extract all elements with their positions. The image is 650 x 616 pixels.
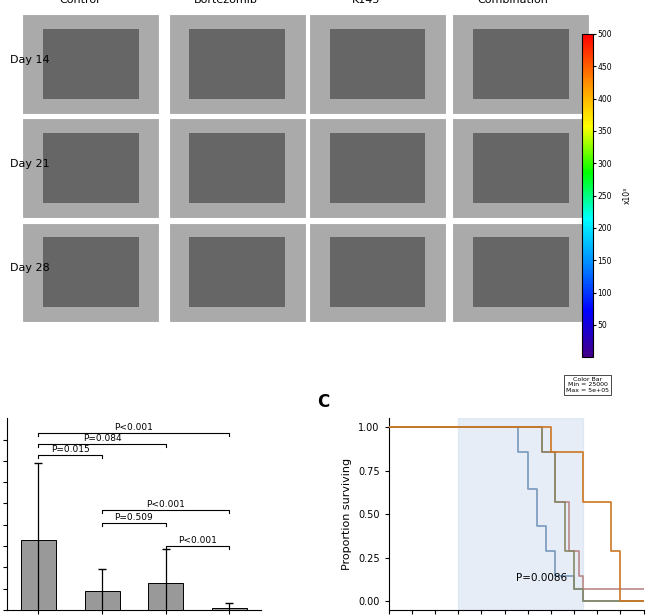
Bar [190,29,285,99]
Text: P=0.509: P=0.509 [114,513,153,522]
Bar [169,118,306,218]
Bar [22,14,159,113]
Text: P=0.0086: P=0.0086 [516,573,567,583]
Bar [452,118,590,218]
Text: P<0.001: P<0.001 [114,423,153,432]
Bar [22,118,159,218]
Bar [43,29,139,99]
Bar [309,118,446,218]
Bar [309,222,446,322]
Bar [43,237,139,307]
Bar [473,237,569,307]
Bar [84,591,120,610]
Bar [190,237,285,307]
Text: A: A [3,0,16,3]
Bar [452,222,590,322]
Bar [458,418,583,610]
Bar [169,14,306,113]
Bar [330,133,426,203]
Text: Color Bar
Min = 25000
Max = 5e+05: Color Bar Min = 25000 Max = 5e+05 [566,377,609,393]
Bar [212,607,247,610]
Text: Control: Control [60,0,100,4]
Bar [330,29,426,99]
Text: K145: K145 [352,0,381,4]
Text: C: C [317,393,330,411]
Text: P=0.015: P=0.015 [51,445,90,453]
Bar [452,14,590,113]
Text: P<0.001: P<0.001 [146,500,185,509]
Text: Day 14: Day 14 [10,55,49,65]
Text: P<0.001: P<0.001 [178,536,217,545]
Text: Day 21: Day 21 [10,159,49,169]
Text: P=0.084: P=0.084 [83,434,122,443]
Bar [43,133,139,203]
Text: Day 28: Day 28 [10,263,49,274]
Y-axis label: Proportion surviving: Proportion surviving [343,458,352,570]
Bar [473,133,569,203]
Bar [21,540,56,610]
Text: Bortezomib: Bortezomib [194,0,258,4]
Bar [309,14,446,113]
Text: Combination: Combination [478,0,549,4]
Text: x10³: x10³ [623,187,632,205]
Bar [190,133,285,203]
Bar [148,583,183,610]
Bar [22,222,159,322]
Bar [169,222,306,322]
Bar [330,237,426,307]
Bar [473,29,569,99]
